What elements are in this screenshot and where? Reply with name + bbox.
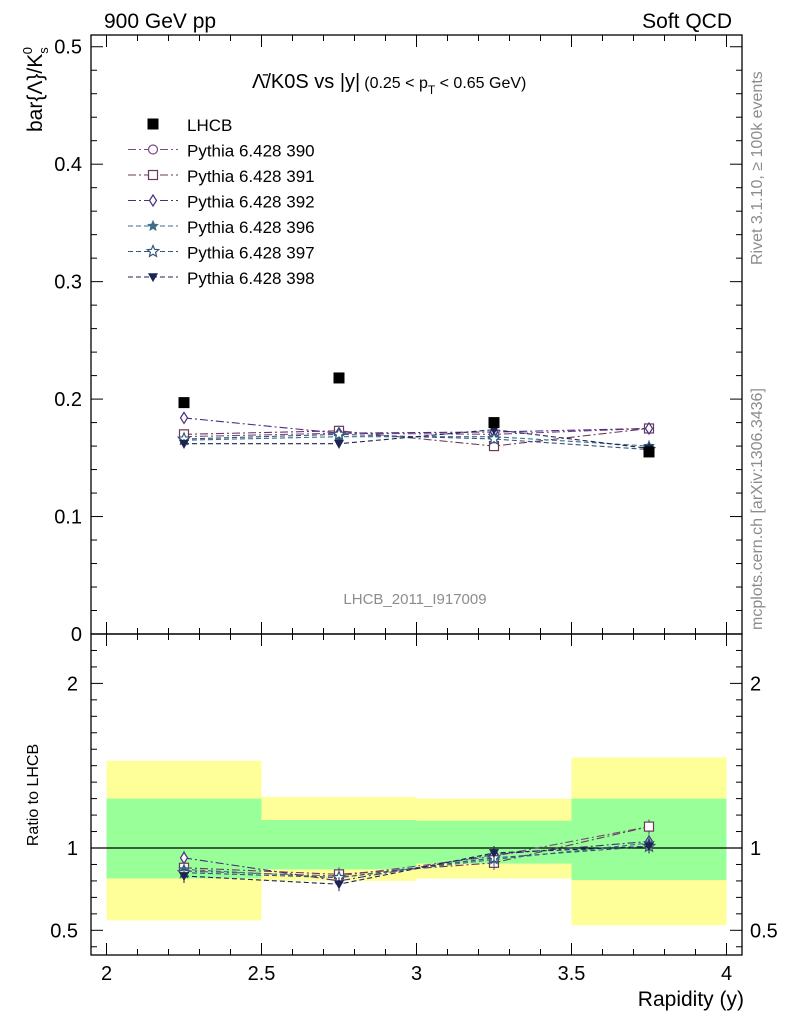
x-tick-label: 3 (411, 963, 422, 985)
main-ylabel-text: bar{Λ}/K (24, 54, 47, 132)
main-y-tick-label: 0 (71, 624, 82, 646)
mc-point (333, 439, 345, 449)
main-ylabel: bar{Λ}/Ks0 (20, 47, 51, 132)
mcplots-label: mcplots.cern.ch [arXiv:1306.3436] (749, 388, 766, 630)
mc-point (486, 431, 502, 446)
legend-marker (147, 169, 159, 181)
ratio-y-tick-label: 0.5 (50, 920, 78, 942)
main-ylabel-sub: s (36, 47, 51, 54)
mc-point (179, 411, 189, 425)
chart-title: Λ̄/K0S vs |y| (0.25 < pT < 0.65 GeV) (252, 71, 526, 97)
mc-line (184, 429, 650, 449)
ratio-line (183, 845, 650, 879)
ratio-ylabel: Ratio to LHCB (25, 744, 42, 846)
x-tick-label: 3.5 (558, 963, 586, 985)
main-y-tick-label: 0.5 (54, 37, 82, 59)
legend-marker (147, 273, 159, 283)
main-y-tick-label: 0.3 (54, 272, 82, 294)
main-ylabel-sup: 0 (20, 47, 35, 54)
legend-marker (147, 144, 159, 155)
main-y-tick-label: 0.4 (54, 154, 82, 176)
ratio-y-tick-label-right: 2 (750, 673, 761, 695)
ratio-y-tick-label-right: 0.5 (750, 920, 778, 942)
mc-point (331, 426, 347, 441)
ratio-point (643, 842, 655, 852)
ratio-series-5 (178, 839, 655, 892)
x-tick-label: 2.5 (248, 963, 276, 985)
chart-title-main: Λ̄/K0S vs |y| (252, 71, 360, 93)
legend-marker-data (147, 118, 159, 130)
legend-marker (145, 243, 161, 258)
ratio-y-tick-label: 1 (67, 838, 78, 860)
legend-label-data: LHCB (187, 116, 232, 135)
legend-marker (148, 193, 158, 208)
data-point (333, 372, 345, 384)
ratio-point (178, 872, 190, 882)
ratio-line (183, 826, 650, 877)
mc-line (183, 427, 650, 438)
ratio-point (333, 880, 345, 890)
header-right: Soft QCD (642, 10, 732, 33)
analysis-watermark: LHCB_2011_I917009 (343, 591, 486, 608)
main-y-tick-label: 0.2 (54, 389, 82, 411)
ratio-point (488, 849, 500, 859)
legend-marker (147, 219, 159, 232)
ratio-line (183, 845, 650, 885)
main-y-tick-label: 0.1 (54, 507, 82, 529)
legend-label: Pythia 6.428 396 (187, 218, 315, 237)
x-tick-label: 2 (101, 963, 112, 985)
chart-title-sub-index: T (428, 83, 436, 97)
mc-point (644, 421, 654, 436)
chart-marks: 2 2.5 3 3.5 4 0 0.1 0.2 0.3 0.4 0.5 0.5 0.5 1 1 2 2 LHCB P… (50, 34, 778, 985)
x-axis-title: Rapidity (y) (638, 988, 744, 1011)
data-point (643, 446, 655, 458)
chart-title-sub: (0.25 < p (364, 75, 428, 92)
chart-title-sub-end: < 0.65 GeV) (435, 75, 526, 92)
mc-point (178, 439, 190, 449)
legend-label: Pythia 6.428 392 (187, 193, 315, 212)
legend-label: Pythia 6.428 391 (187, 167, 315, 186)
mc-series-5 (178, 424, 655, 455)
legend-label: Pythia 6.428 398 (187, 269, 315, 288)
mc-line (183, 427, 650, 447)
ratio-y-tick-label: 2 (67, 673, 78, 695)
rivet-label: Rivet 3.1.10, ≥ 100k events (749, 71, 766, 265)
mc-series-3 (178, 430, 655, 452)
data-point (488, 417, 500, 429)
header-left: 900 GeV pp (104, 10, 216, 33)
mc-line (183, 417, 650, 434)
ratio-stat-band-1 (261, 820, 417, 870)
x-tick-label: 4 (721, 963, 732, 985)
legend-label: Pythia 6.428 390 (187, 142, 315, 161)
legend-label: Pythia 6.428 397 (187, 244, 315, 263)
ratio-y-tick-label-right: 1 (750, 838, 761, 860)
ratio-point (643, 821, 655, 832)
ratio-line (183, 826, 650, 875)
data-point (178, 397, 190, 409)
